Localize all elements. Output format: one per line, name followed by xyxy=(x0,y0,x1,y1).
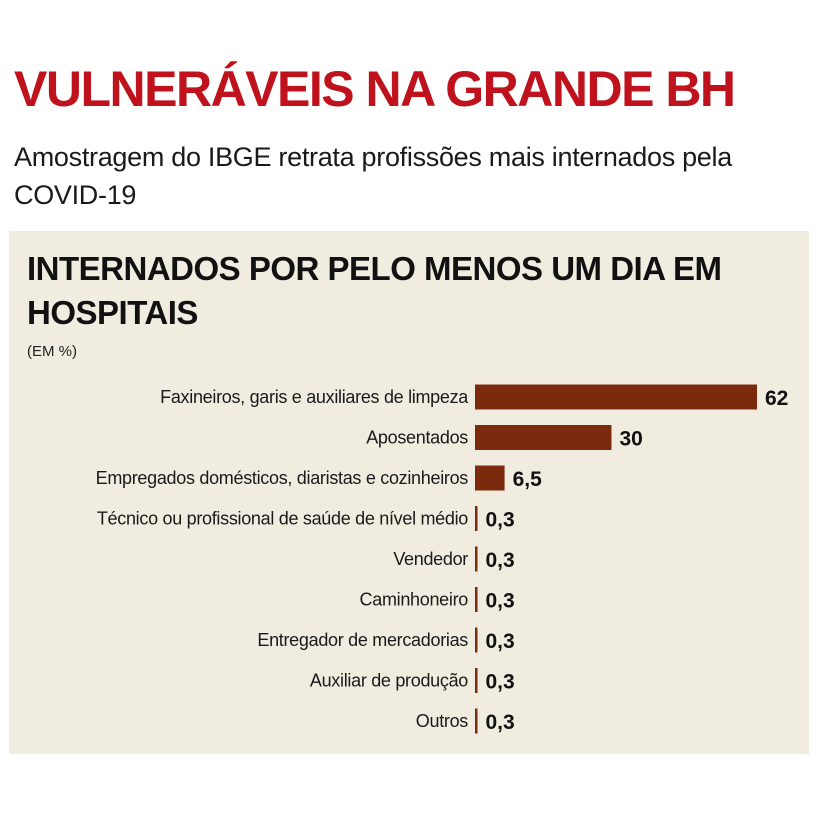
category-label: Aposentados xyxy=(366,428,468,448)
category-label: Caminhoneiro xyxy=(360,590,469,610)
bar xyxy=(475,506,478,531)
value-label: 0,3 xyxy=(486,630,515,653)
bar xyxy=(475,708,478,734)
chart-title: INTERNADOS POR PELO MENOS UM DIA EM HOSP… xyxy=(27,250,722,331)
category-label: Auxiliar de produção xyxy=(310,671,468,691)
category-label: Entregador de mercadorias xyxy=(257,630,468,650)
value-label: 0,3 xyxy=(486,509,515,532)
bar xyxy=(475,384,757,410)
value-label: 0,3 xyxy=(486,711,515,734)
value-label: 6,5 xyxy=(513,468,543,491)
category-label: Faxineiros, garis e auxiliares de limpez… xyxy=(160,387,469,407)
unit-label: (EM %) xyxy=(27,343,77,360)
value-label: 0,3 xyxy=(486,590,515,613)
bar xyxy=(475,627,478,653)
value-label: 30 xyxy=(619,428,642,451)
category-label: Outros xyxy=(416,711,469,731)
bar xyxy=(475,587,478,612)
subtitle: Amostragem do IBGE retrata profissões ma… xyxy=(14,142,732,210)
chart-panel: INTERNADOS POR PELO MENOS UM DIA EM HOSP… xyxy=(9,231,809,754)
value-label: 62 xyxy=(765,387,788,410)
value-label: 0,3 xyxy=(486,671,515,694)
headline: VULNERÁVEIS NA GRANDE BH xyxy=(14,61,736,117)
category-label: Técnico ou profissional de saúde de níve… xyxy=(97,509,468,529)
bar xyxy=(475,465,505,491)
bar xyxy=(475,425,612,450)
bar-chart: Faxineiros, garis e auxiliares de limpez… xyxy=(96,384,788,734)
bar xyxy=(475,668,478,693)
category-label: Empregados domésticos, diaristas e cozin… xyxy=(96,468,469,488)
category-label: Vendedor xyxy=(393,549,468,569)
bar xyxy=(475,546,478,572)
value-label: 0,3 xyxy=(486,549,515,572)
